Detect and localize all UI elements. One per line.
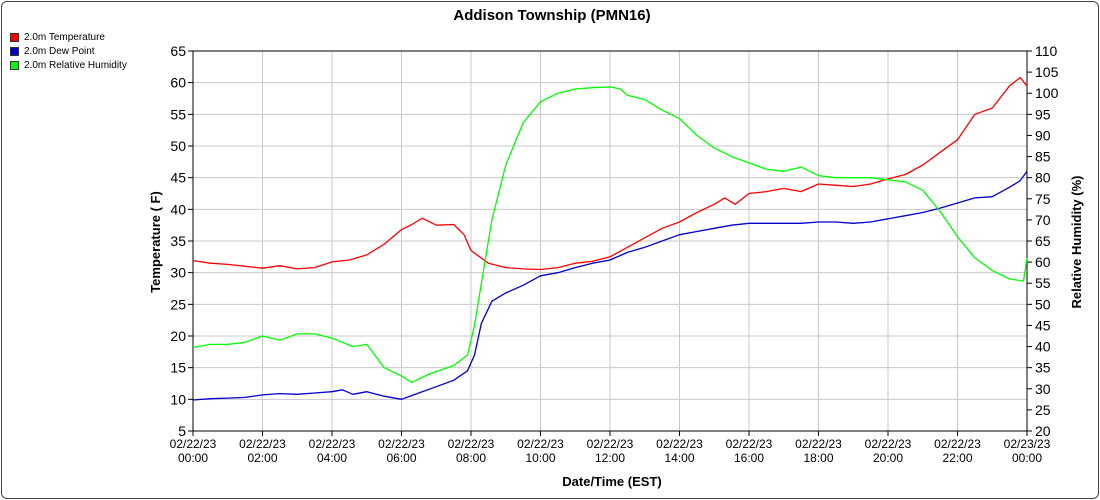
right-tick-label: 30 [1035, 381, 1051, 397]
left-tick-label: 45 [170, 170, 186, 186]
legend-label-dew-point: 2.0m Dew Point [24, 45, 95, 57]
series-group [192, 76, 1028, 401]
x-tick-label-date: 02/22/23 [795, 437, 842, 451]
legend-item-temperature: 2.0m Temperature [10, 30, 127, 44]
left-tick-label: 10 [170, 391, 186, 407]
right-tick-label: 95 [1035, 106, 1051, 122]
right-tick-label: 70 [1035, 212, 1051, 228]
x-tick-label-date: 02/22/23 [934, 437, 981, 451]
series-line-2-0m-relative-humidity [192, 86, 1028, 384]
right-tick-label: 110 [1035, 43, 1058, 59]
left-tick-label: 40 [170, 201, 186, 217]
right-tick-label: 45 [1035, 317, 1051, 333]
x-tick-label-date: 02/22/23 [239, 437, 286, 451]
right-tick-label: 35 [1035, 360, 1051, 376]
left-tick-label: 20 [170, 328, 186, 344]
right-tick-label: 50 [1035, 296, 1051, 312]
left-tick-label: 65 [170, 43, 186, 59]
x-tick-label-date: 02/22/23 [726, 437, 773, 451]
x-tick-label-time: 12:00 [595, 451, 625, 465]
left-tick-label: 60 [170, 75, 186, 91]
chart-title: Addison Township (PMN16) [453, 7, 650, 24]
left-tick-label: 30 [170, 265, 186, 281]
left-tick-label: 5 [178, 423, 186, 439]
right-tick-label: 20 [1035, 423, 1051, 439]
x-tick-label-time: 16:00 [734, 451, 764, 465]
right-tick-label: 105 [1035, 64, 1059, 80]
series-line-2-0m-temperature [192, 76, 1028, 271]
y-axis-label-left: Temperature ( F) [148, 191, 163, 293]
x-tick-label-date: 02/22/23 [170, 437, 217, 451]
y-axis-label-right: Relative Humidity (%) [1069, 176, 1084, 309]
left-tick-label: 35 [170, 233, 186, 249]
x-tick-label-time: 22:00 [942, 451, 972, 465]
x-tick-label-date: 02/22/23 [448, 437, 495, 451]
left-tick-label: 15 [170, 360, 186, 376]
x-tick-label-date: 02/22/23 [865, 437, 912, 451]
right-tick-label: 75 [1035, 191, 1051, 207]
legend-item-relative-humidity: 2.0m Relative Humidity [10, 58, 127, 72]
x-tick-label-date: 02/22/23 [378, 437, 425, 451]
x-tick-label-time: 10:00 [525, 451, 555, 465]
right-tick-label: 60 [1035, 254, 1051, 270]
gridlines [192, 50, 1028, 432]
x-tick-label-time: 02:00 [247, 451, 277, 465]
x-tick-label-time: 00:00 [1012, 451, 1042, 465]
x-tick-label-date: 02/22/23 [309, 437, 356, 451]
left-tick-label: 50 [170, 138, 186, 154]
x-tick-label-time: 14:00 [664, 451, 694, 465]
legend: 2.0m Temperature 2.0m Dew Point 2.0m Rel… [10, 30, 127, 72]
x-tick-label-time: 18:00 [803, 451, 833, 465]
right-tick-label: 90 [1035, 127, 1051, 143]
legend-label-relative-humidity: 2.0m Relative Humidity [24, 59, 127, 71]
right-tick-label: 40 [1035, 339, 1051, 355]
x-axis-label: Date/Time (EST) [562, 474, 661, 489]
x-tick-label-date: 02/22/23 [517, 437, 564, 451]
legend-item-dew-point: 2.0m Dew Point [10, 44, 127, 58]
left-tick-label: 25 [170, 296, 186, 312]
x-tick-label-time: 06:00 [386, 451, 416, 465]
x-axis-ticks: 02/22/2300:0002/22/2302:0002/22/2304:000… [170, 431, 1051, 465]
right-tick-label: 100 [1035, 85, 1059, 101]
x-tick-label-time: 04:00 [317, 451, 347, 465]
legend-swatch-relative-humidity [10, 60, 19, 70]
x-tick-label-time: 08:00 [456, 451, 486, 465]
legend-swatch-temperature [10, 32, 19, 42]
left-tick-label: 55 [170, 106, 186, 122]
right-tick-label: 55 [1035, 275, 1051, 291]
legend-swatch-dew-point [10, 46, 19, 56]
x-tick-label-date: 02/22/23 [587, 437, 634, 451]
x-tick-label-date: 02/22/23 [656, 437, 703, 451]
left-axis-ticks: 5 10 15 20 25 30 35 40 45 50 55 60 65 [170, 43, 193, 439]
right-tick-label: 80 [1035, 170, 1051, 186]
series-line-2-0m-dew-point [192, 170, 1028, 401]
x-tick-label-date: 02/23/23 [1004, 437, 1051, 451]
right-tick-label: 65 [1035, 233, 1051, 249]
x-tick-label-time: 20:00 [873, 451, 903, 465]
x-tick-label-time: 00:00 [178, 451, 208, 465]
right-tick-label: 85 [1035, 149, 1051, 165]
right-axis-ticks: 20 25 30 35 40 45 50 55 60 65 70 75 80 85 90 95 100 105 11… [1027, 43, 1059, 439]
right-tick-label: 25 [1035, 402, 1051, 418]
legend-label-temperature: 2.0m Temperature [24, 31, 105, 43]
